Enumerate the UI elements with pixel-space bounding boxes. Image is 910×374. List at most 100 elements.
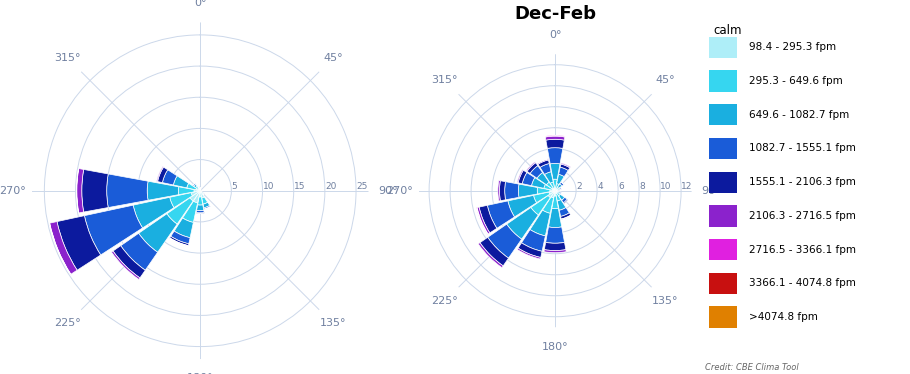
Bar <box>508 195 537 217</box>
Text: 2106.3 - 2716.5 fpm: 2106.3 - 2716.5 fpm <box>749 211 856 221</box>
Bar <box>551 163 560 180</box>
Bar <box>82 169 108 212</box>
Bar <box>551 182 554 188</box>
Bar <box>197 212 204 214</box>
Bar <box>544 184 552 190</box>
Bar <box>196 186 198 189</box>
Bar <box>480 205 497 233</box>
Bar <box>563 199 568 204</box>
Text: 2716.5 - 3366.1 fpm: 2716.5 - 3366.1 fpm <box>749 245 856 255</box>
Bar <box>540 163 551 174</box>
Bar <box>530 166 542 178</box>
Bar <box>521 230 545 251</box>
FancyBboxPatch shape <box>709 239 737 260</box>
Bar <box>561 164 570 171</box>
Bar <box>518 243 542 257</box>
Bar <box>560 187 561 190</box>
Bar <box>76 169 79 213</box>
FancyBboxPatch shape <box>709 306 737 328</box>
Bar <box>560 208 570 217</box>
Bar <box>561 197 567 203</box>
Bar <box>170 236 188 246</box>
Bar <box>193 183 195 186</box>
Bar <box>194 191 200 203</box>
Text: 98.4 - 295.3 fpm: 98.4 - 295.3 fpm <box>749 42 836 52</box>
Bar <box>121 233 157 270</box>
Bar <box>559 194 564 200</box>
Text: 295.3 - 649.6 fpm: 295.3 - 649.6 fpm <box>749 76 843 86</box>
Bar <box>198 187 199 188</box>
Bar <box>527 163 538 174</box>
Bar <box>558 190 559 191</box>
Title: Dec-Feb: Dec-Feb <box>514 5 596 23</box>
Bar <box>557 200 566 210</box>
Text: 1555.1 - 2106.3 fpm: 1555.1 - 2106.3 fpm <box>749 177 856 187</box>
Bar <box>537 187 550 194</box>
Bar <box>170 193 192 208</box>
Bar <box>133 197 174 228</box>
Bar <box>542 197 553 213</box>
Bar <box>178 187 194 194</box>
FancyBboxPatch shape <box>709 138 737 159</box>
Bar <box>551 191 555 198</box>
Bar <box>558 191 561 194</box>
Bar <box>194 190 200 192</box>
Bar <box>519 184 538 197</box>
Bar <box>174 218 194 237</box>
Bar <box>552 188 555 191</box>
Bar <box>199 189 200 191</box>
Bar <box>480 237 509 266</box>
Bar <box>551 196 559 209</box>
Bar <box>559 167 568 177</box>
Bar <box>171 231 190 244</box>
Bar <box>561 215 571 220</box>
Bar <box>552 189 555 191</box>
Bar <box>522 172 535 186</box>
Bar <box>198 187 199 188</box>
Bar <box>517 170 523 183</box>
Bar <box>190 191 200 201</box>
Bar <box>200 191 202 192</box>
Bar <box>488 224 521 258</box>
Text: calm: calm <box>713 24 742 37</box>
Bar <box>187 183 197 190</box>
Bar <box>197 205 204 211</box>
Bar <box>76 169 84 213</box>
Bar <box>201 192 203 194</box>
Bar <box>518 170 527 184</box>
Bar <box>555 191 557 193</box>
Bar <box>147 181 178 200</box>
Bar <box>49 223 71 275</box>
FancyBboxPatch shape <box>709 104 737 125</box>
Bar <box>550 190 555 192</box>
Bar <box>204 205 210 209</box>
Bar <box>505 182 519 200</box>
Bar <box>555 184 559 189</box>
Bar <box>183 201 197 223</box>
Bar <box>554 188 556 191</box>
Bar <box>174 176 188 188</box>
FancyBboxPatch shape <box>709 205 737 227</box>
Bar <box>488 201 514 229</box>
Bar <box>555 189 556 191</box>
Bar <box>85 205 143 255</box>
Text: 649.6 - 1082.7 fpm: 649.6 - 1082.7 fpm <box>749 110 850 120</box>
Bar <box>537 172 549 185</box>
Bar <box>517 248 541 259</box>
Bar <box>202 193 204 194</box>
Bar <box>193 183 196 186</box>
Bar <box>197 197 203 205</box>
Bar <box>199 188 201 189</box>
Bar <box>106 174 148 208</box>
FancyBboxPatch shape <box>709 70 737 92</box>
Bar <box>547 182 553 189</box>
FancyBboxPatch shape <box>709 273 737 294</box>
Bar <box>196 188 200 191</box>
Bar <box>477 208 488 234</box>
Bar <box>203 202 209 208</box>
Bar <box>526 162 536 171</box>
Bar <box>204 206 210 209</box>
Bar <box>199 191 201 197</box>
Bar <box>157 167 167 183</box>
Text: Credit: CBE Clima Tool: Credit: CBE Clima Tool <box>705 363 799 372</box>
